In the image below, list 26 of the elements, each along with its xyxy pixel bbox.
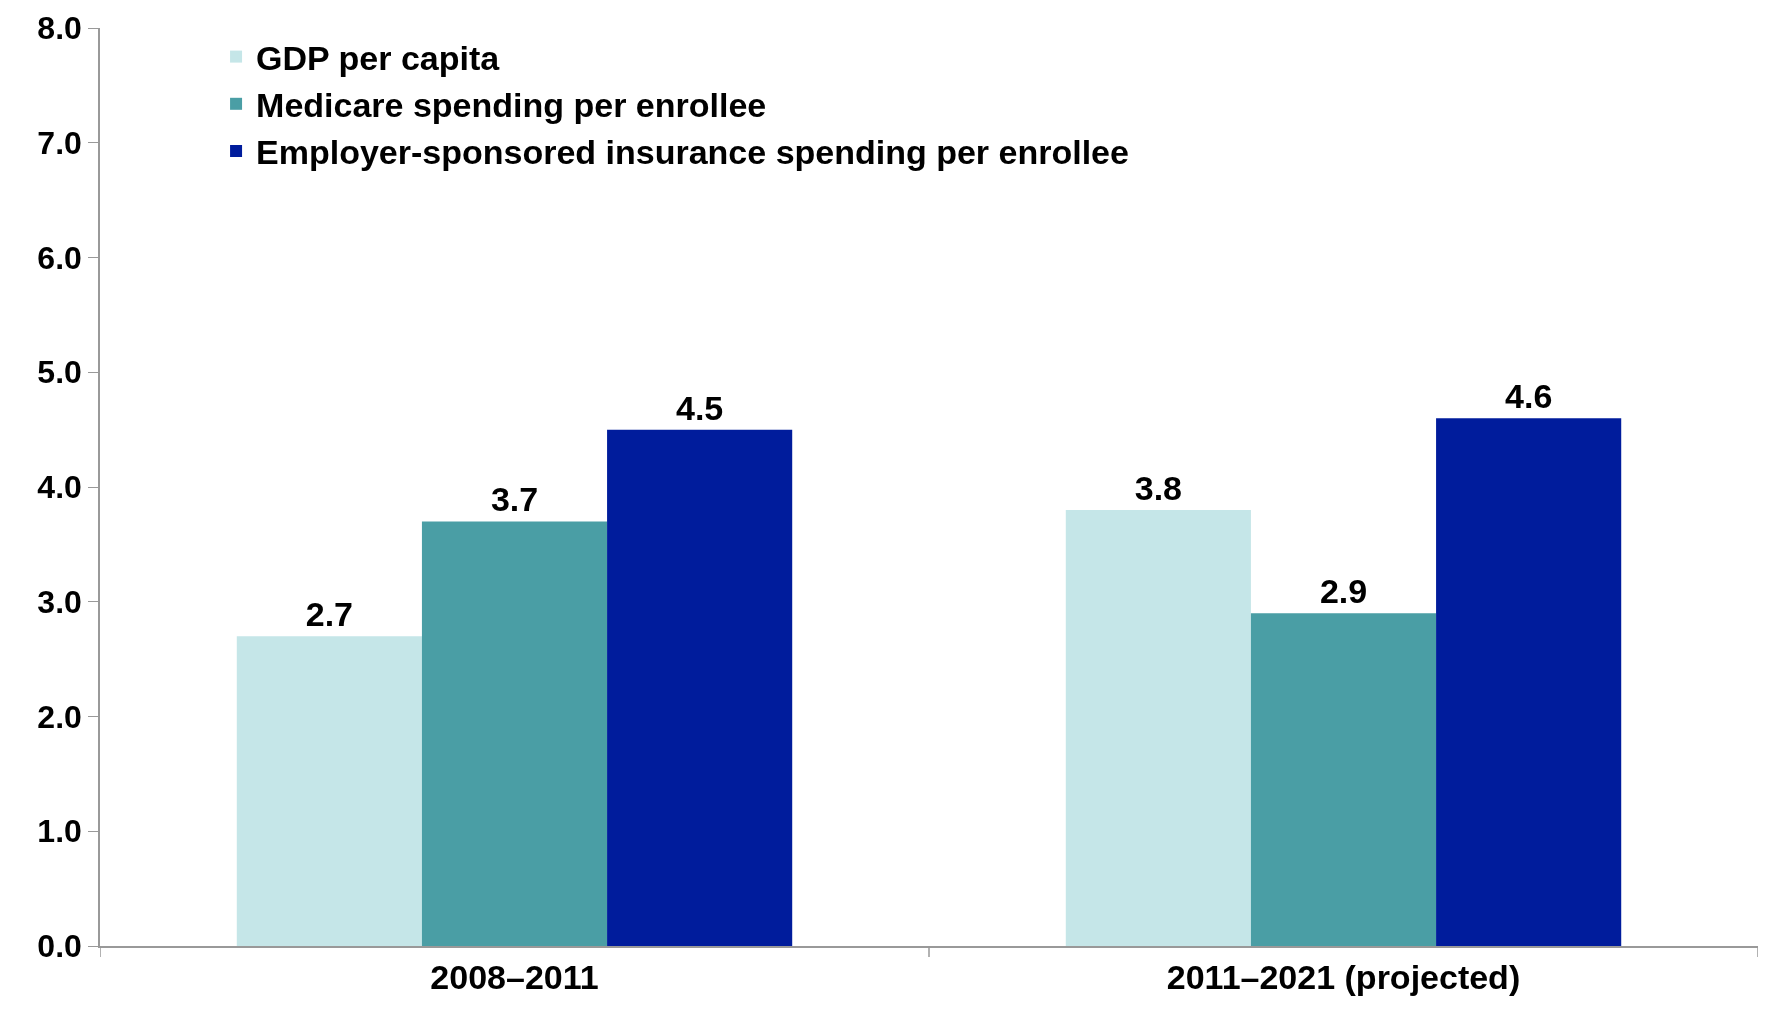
y-tick-label: 0.0 xyxy=(37,928,82,965)
bar xyxy=(1250,613,1437,946)
bar xyxy=(421,521,608,946)
bar xyxy=(607,429,793,946)
bar xyxy=(1065,509,1251,946)
y-tick-label: 6.0 xyxy=(37,239,82,276)
y-tick-label: 1.0 xyxy=(37,813,82,850)
x-tick-label: 2011–2021 (projected) xyxy=(1166,957,1521,996)
bar xyxy=(236,636,422,946)
y-tick-label: 3.0 xyxy=(37,583,82,620)
data-label: 3.8 xyxy=(1134,468,1182,507)
y-tick-label: 5.0 xyxy=(37,354,82,391)
y-tick-label: 2.0 xyxy=(37,698,82,735)
data-label: 4.5 xyxy=(676,388,724,427)
y-tick-label: 8.0 xyxy=(37,10,82,47)
x-tick-label: 2008–2011 xyxy=(430,957,599,996)
data-label: 4.6 xyxy=(1505,377,1553,416)
bar xyxy=(1436,418,1622,946)
data-label: 2.7 xyxy=(305,595,353,634)
legend-label: GDP per capita xyxy=(256,38,501,77)
legend-label: Employer-sponsored insurance spending per enrollee xyxy=(256,133,1129,172)
data-label: 2.9 xyxy=(1319,572,1368,611)
y-tick-label: 4.0 xyxy=(37,469,82,506)
legend-label: Medicare spending per enrollee xyxy=(256,86,767,125)
y-tick-label: 7.0 xyxy=(37,124,82,161)
data-label: 3.7 xyxy=(490,480,539,519)
